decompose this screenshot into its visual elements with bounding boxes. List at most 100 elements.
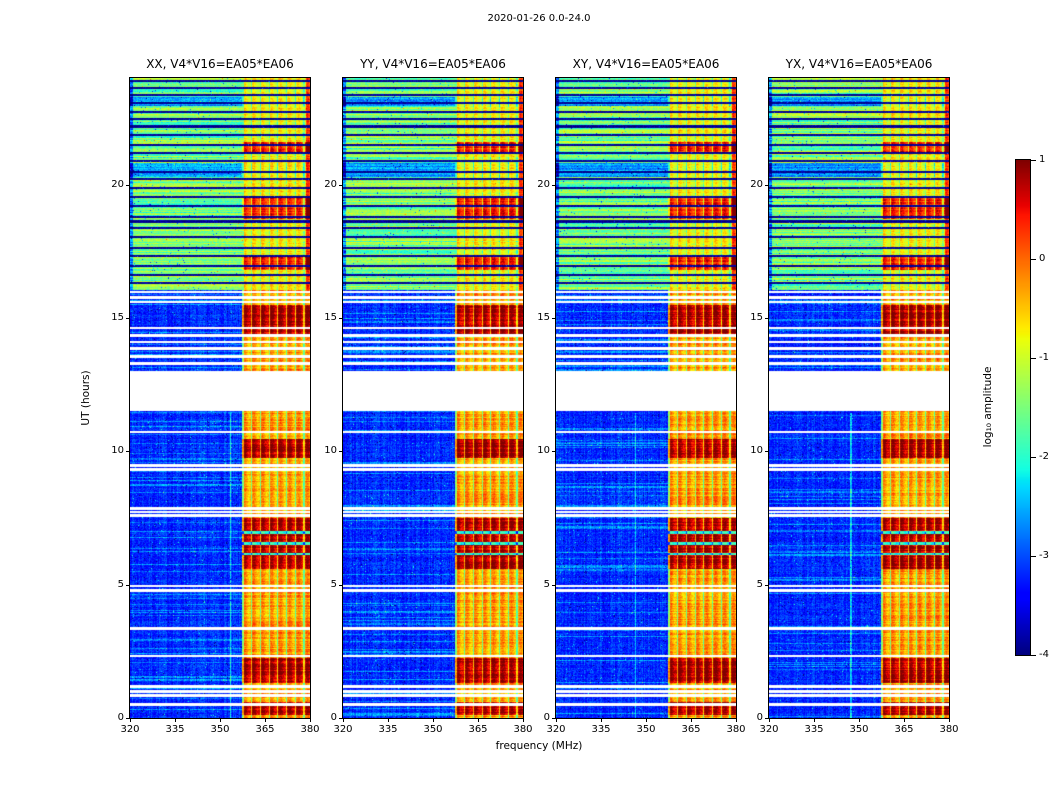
x-tick-mark bbox=[130, 718, 131, 722]
x-tick-mark bbox=[904, 718, 905, 722]
x-tick-label: 380 bbox=[513, 724, 533, 735]
panel-title: YX, V4*V16=EA05*EA06 bbox=[785, 57, 933, 71]
x-tick-label: 365 bbox=[468, 724, 488, 735]
y-tick-mark bbox=[126, 318, 130, 319]
x-tick-label: 365 bbox=[894, 724, 914, 735]
y-tick-label: 0 bbox=[756, 712, 763, 723]
y-tick-mark bbox=[339, 718, 343, 719]
spectrogram-canvas bbox=[342, 77, 524, 719]
colorbar-tick-mark bbox=[1031, 457, 1036, 458]
y-tick-label: 15 bbox=[537, 312, 550, 323]
y-tick-mark bbox=[126, 451, 130, 453]
colorbar-tick-mark bbox=[1031, 160, 1036, 161]
y-tick-mark bbox=[126, 184, 130, 186]
x-tick-label: 365 bbox=[681, 724, 701, 735]
x-tick-label: 335 bbox=[804, 724, 824, 735]
y-tick-mark bbox=[339, 184, 343, 186]
colorbar-tick-label: 1 bbox=[1039, 154, 1046, 165]
y-tick-mark bbox=[126, 584, 130, 586]
y-tick-mark bbox=[765, 718, 769, 719]
y-tick-label: 10 bbox=[750, 445, 763, 457]
y-tick-label: 0 bbox=[330, 712, 337, 723]
x-tick-mark bbox=[814, 718, 815, 722]
colorbar-tick-mark bbox=[1031, 556, 1036, 557]
x-tick-mark bbox=[175, 718, 176, 722]
x-tick-label: 335 bbox=[165, 724, 185, 735]
panel-title: XY, V4*V16=EA05*EA06 bbox=[572, 57, 720, 71]
colorbar-label: log₁₀ amplitude bbox=[982, 366, 994, 448]
colorbar-tick-mark bbox=[1031, 358, 1036, 359]
y-tick-label: 15 bbox=[111, 312, 124, 323]
x-tick-label: 380 bbox=[939, 724, 959, 735]
x-tick-label: 320 bbox=[759, 724, 779, 735]
x-tick-label: 320 bbox=[120, 724, 140, 735]
x-tick-label: 320 bbox=[333, 724, 353, 735]
y-tick-label: 15 bbox=[750, 312, 763, 323]
x-tick-mark bbox=[556, 718, 557, 722]
y-tick-label: 20 bbox=[537, 178, 550, 190]
y-tick-label: 5 bbox=[117, 578, 124, 590]
x-tick-label: 365 bbox=[255, 724, 275, 735]
y-tick-mark bbox=[552, 184, 556, 186]
colorbar bbox=[1015, 159, 1031, 656]
y-tick-label: 20 bbox=[111, 178, 124, 190]
y-tick-label: 10 bbox=[537, 445, 550, 457]
y-tick-label: 5 bbox=[756, 578, 763, 590]
y-tick-mark bbox=[339, 451, 343, 453]
panel-title: XX, V4*V16=EA05*EA06 bbox=[146, 57, 294, 71]
colorbar-tick-label: -2 bbox=[1039, 451, 1049, 462]
y-tick-mark bbox=[765, 584, 769, 586]
colorbar-tick-label: -1 bbox=[1039, 352, 1049, 363]
x-tick-mark bbox=[433, 718, 434, 722]
x-tick-mark bbox=[736, 718, 737, 722]
spectrogram-canvas bbox=[129, 77, 311, 719]
spectrogram-canvas bbox=[555, 77, 737, 719]
figure-title: 2020-01-26 0.0-24.0 bbox=[487, 13, 591, 24]
colorbar-tick-mark bbox=[1031, 259, 1036, 260]
x-tick-label: 335 bbox=[591, 724, 611, 735]
y-tick-label: 0 bbox=[543, 712, 550, 723]
x-tick-mark bbox=[949, 718, 950, 722]
y-tick-mark bbox=[552, 451, 556, 453]
y-tick-label: 20 bbox=[750, 178, 763, 190]
x-tick-label: 335 bbox=[378, 724, 398, 735]
y-axis-label: UT (hours) bbox=[80, 370, 92, 426]
x-tick-mark bbox=[343, 718, 344, 722]
y-tick-mark bbox=[339, 318, 343, 319]
colorbar-tick-label: -4 bbox=[1039, 649, 1049, 660]
y-tick-label: 5 bbox=[543, 578, 550, 590]
y-tick-label: 0 bbox=[117, 712, 124, 723]
x-axis-label: frequency (MHz) bbox=[495, 740, 583, 752]
x-tick-mark bbox=[310, 718, 311, 722]
y-tick-mark bbox=[552, 584, 556, 586]
y-tick-label: 20 bbox=[324, 178, 337, 190]
y-tick-mark bbox=[126, 718, 130, 719]
y-tick-mark bbox=[552, 718, 556, 719]
y-tick-label: 10 bbox=[111, 445, 124, 457]
x-tick-mark bbox=[478, 718, 479, 722]
y-tick-label: 10 bbox=[324, 445, 337, 457]
x-tick-label: 380 bbox=[726, 724, 746, 735]
x-tick-mark bbox=[859, 718, 860, 722]
x-tick-label: 350 bbox=[210, 724, 230, 735]
y-tick-label: 15 bbox=[324, 312, 337, 323]
x-tick-mark bbox=[265, 718, 266, 722]
x-tick-label: 350 bbox=[849, 724, 869, 735]
y-tick-mark bbox=[765, 184, 769, 186]
x-tick-mark bbox=[691, 718, 692, 722]
y-tick-mark bbox=[339, 584, 343, 586]
spectrogram-canvas bbox=[768, 77, 950, 719]
y-tick-mark bbox=[552, 318, 556, 319]
x-tick-mark bbox=[220, 718, 221, 722]
colorbar-tick-label: -3 bbox=[1039, 550, 1049, 561]
x-tick-label: 320 bbox=[546, 724, 566, 735]
colorbar-tick-label: 0 bbox=[1039, 253, 1046, 264]
x-tick-mark bbox=[601, 718, 602, 722]
x-tick-mark bbox=[523, 718, 524, 722]
y-tick-mark bbox=[765, 451, 769, 453]
x-tick-mark bbox=[769, 718, 770, 722]
x-tick-mark bbox=[388, 718, 389, 722]
x-tick-mark bbox=[646, 718, 647, 722]
y-tick-label: 5 bbox=[330, 578, 337, 590]
x-tick-label: 350 bbox=[636, 724, 656, 735]
